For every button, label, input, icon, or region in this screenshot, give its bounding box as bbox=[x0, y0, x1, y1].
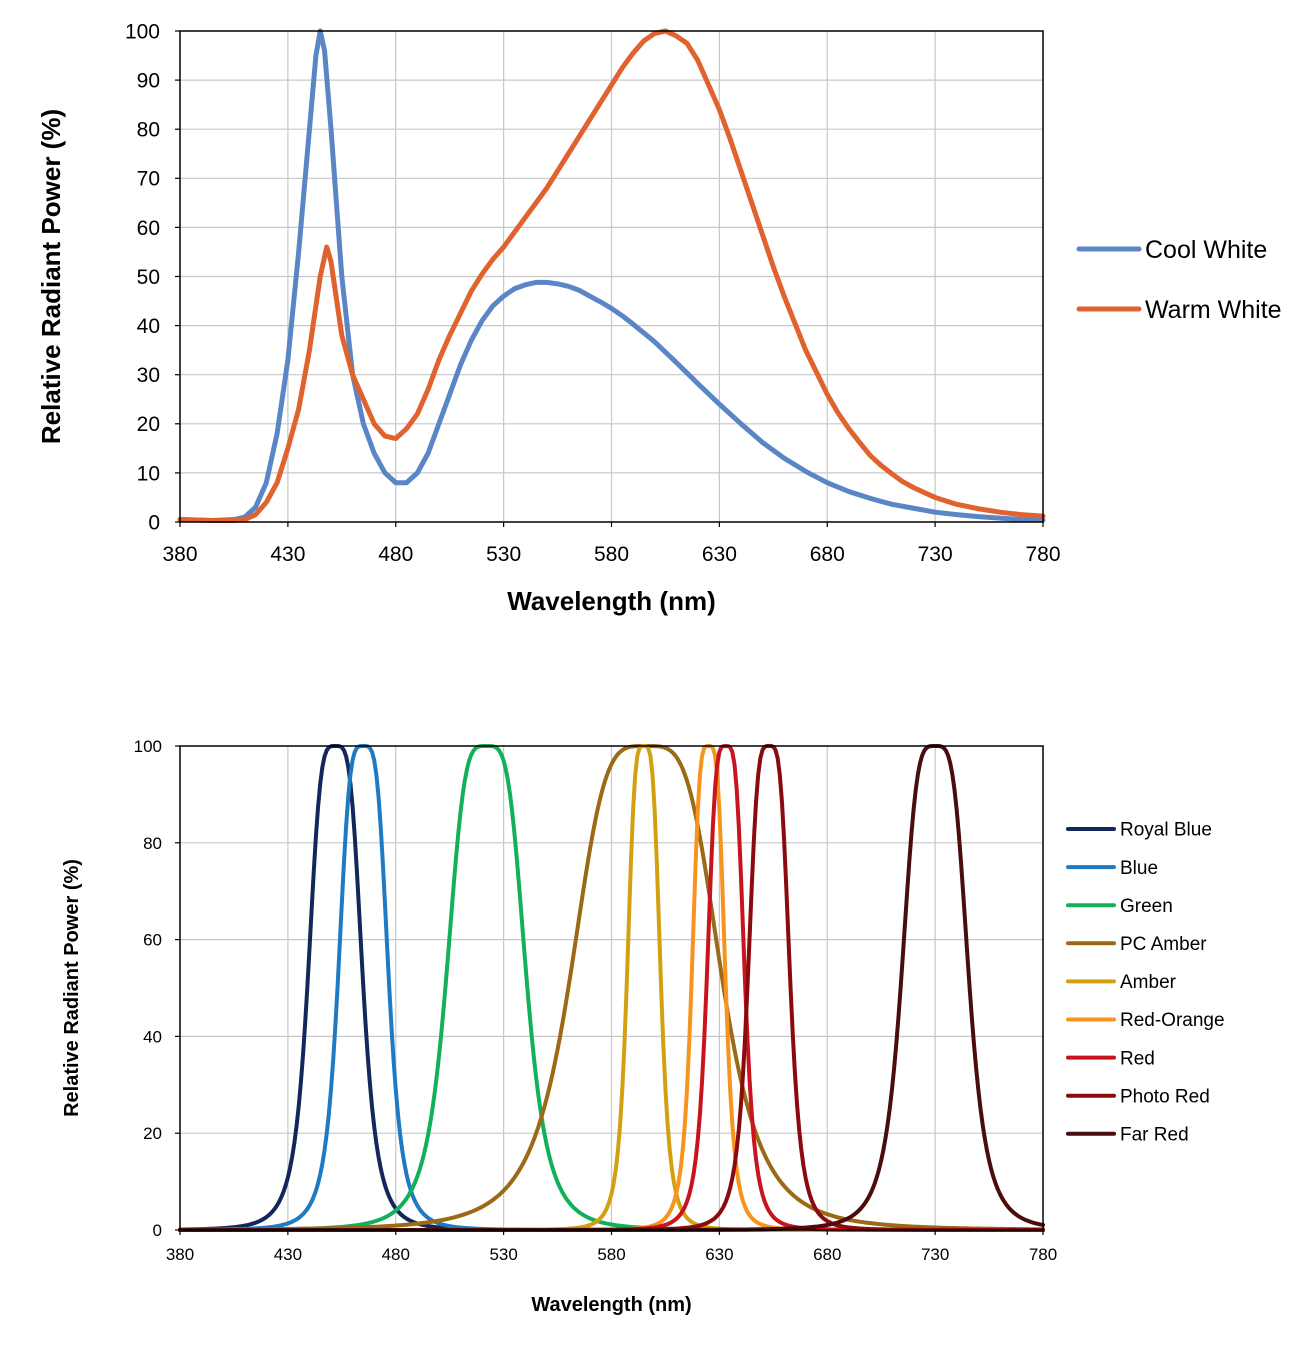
legend-label: Red bbox=[1120, 1048, 1155, 1069]
legend-label: Red-Orange bbox=[1120, 1010, 1225, 1031]
legend-label: Amber bbox=[1120, 972, 1177, 993]
y-tick-label: 30 bbox=[137, 364, 160, 387]
y-tick-label: 20 bbox=[143, 1124, 162, 1143]
legend: Cool White Warm White bbox=[1076, 236, 1282, 324]
y-tick-label: 20 bbox=[137, 413, 160, 436]
y-tick-label: 0 bbox=[153, 1221, 162, 1240]
legend-label: Warm White bbox=[1145, 296, 1282, 324]
x-tick-label: 780 bbox=[1029, 1245, 1057, 1264]
legend-label: Photo Red bbox=[1120, 1086, 1210, 1107]
y-axis-title: Relative Radiant Power (%) bbox=[36, 109, 66, 444]
x-tick-label: 730 bbox=[921, 1245, 949, 1264]
x-tick-label: 430 bbox=[270, 543, 305, 566]
y-tick-label: 60 bbox=[137, 217, 160, 240]
x-axis-title: Wavelength (nm) bbox=[507, 586, 715, 616]
y-tick-label: 70 bbox=[137, 168, 160, 191]
y-tick-label: 100 bbox=[125, 20, 160, 43]
x-tick-label: 680 bbox=[813, 1245, 841, 1264]
x-tick-label: 480 bbox=[382, 1245, 410, 1264]
y-tick-label: 40 bbox=[137, 315, 160, 338]
x-tick-label: 530 bbox=[486, 543, 521, 566]
color-spectrum-chart: 380 430 480 530 580 630 680 730 780 0 20 40 60 80 100 W… bbox=[61, 737, 1225, 1316]
x-tick-label: 630 bbox=[702, 543, 737, 566]
y-tick-label: 10 bbox=[137, 462, 160, 485]
legend-label: PC Amber bbox=[1120, 934, 1207, 955]
x-tick-label: 530 bbox=[489, 1245, 517, 1264]
x-tick-label: 680 bbox=[810, 543, 845, 566]
y-tick-label: 100 bbox=[134, 737, 162, 756]
legend-label: Royal Blue bbox=[1120, 820, 1212, 841]
y-tick-label: 60 bbox=[143, 931, 162, 950]
y-tick-label: 0 bbox=[148, 511, 160, 534]
x-tick-label: 580 bbox=[597, 1245, 625, 1264]
x-tick-label: 630 bbox=[705, 1245, 733, 1264]
legend: Royal Blue Blue Green PC Amber Amber Red-Oran… bbox=[1066, 820, 1225, 1145]
y-tick-label: 50 bbox=[137, 266, 160, 289]
x-tick-label: 730 bbox=[918, 543, 953, 566]
x-tick-label: 380 bbox=[166, 1245, 194, 1264]
x-axis-title: Wavelength (nm) bbox=[531, 1294, 691, 1316]
series-line-cool-white bbox=[177, 28, 1046, 524]
x-tick-label: 780 bbox=[1025, 543, 1060, 566]
x-tick-label: 380 bbox=[162, 543, 197, 566]
series-line-warm-white bbox=[177, 28, 1046, 524]
y-axis-title: Relative Radiant Power (%) bbox=[61, 859, 83, 1117]
white-spectrum-chart: 380 430 480 530 580 630 680 730 780 0 10 20 30 40 50 60… bbox=[36, 20, 1282, 616]
x-tick-label: 430 bbox=[274, 1245, 302, 1264]
y-tick-label: 80 bbox=[143, 834, 162, 853]
legend-label: Green bbox=[1120, 896, 1173, 917]
y-tick-label: 40 bbox=[143, 1027, 162, 1046]
legend-label: Cool White bbox=[1145, 236, 1267, 264]
y-tick-label: 80 bbox=[137, 119, 160, 142]
series-group bbox=[177, 28, 1046, 524]
legend-label: Far Red bbox=[1120, 1124, 1189, 1145]
x-tick-label: 480 bbox=[378, 543, 413, 566]
legend-label: Blue bbox=[1120, 858, 1158, 879]
x-tick-label: 580 bbox=[594, 543, 629, 566]
y-tick-label: 90 bbox=[137, 69, 160, 92]
